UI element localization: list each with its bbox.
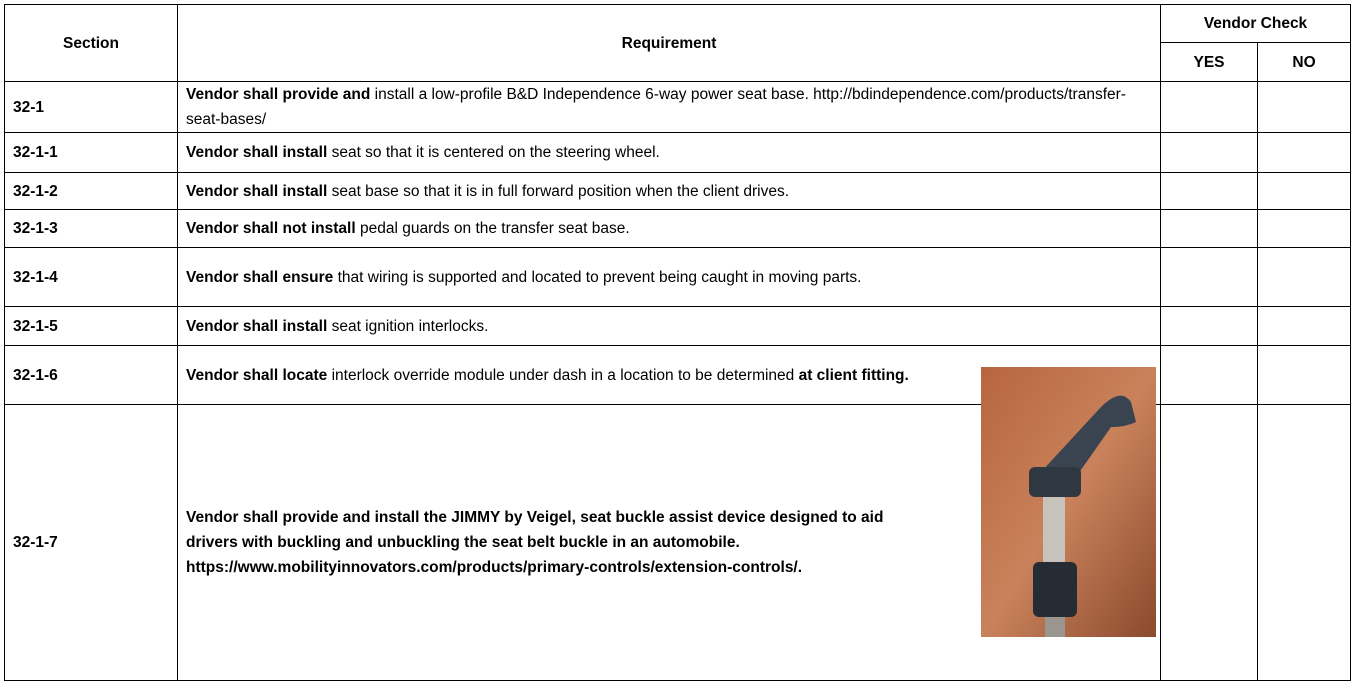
yes-cell: [1160, 172, 1258, 210]
no-cell: [1257, 132, 1351, 173]
requirement-line: Vendor shall locate interlock override m…: [186, 363, 1152, 388]
yes-cell: [1160, 132, 1258, 173]
requirement-cell: Vendor shall install seat so that it is …: [177, 132, 1161, 173]
no-cell: [1257, 81, 1351, 133]
requirement-line: Vendor shall ensure that wiring is suppo…: [186, 265, 1152, 290]
table-row: 32-1 Vendor shall provide and install a l…: [4, 81, 1351, 133]
no-cell: [1257, 247, 1351, 307]
device-photo: [981, 367, 1156, 637]
requirement-text: Vendor shall install seat base so that i…: [186, 179, 1152, 204]
requirement-cell: Vendor shall install seat ignition inter…: [177, 306, 1161, 346]
requirement-text: Vendor shall install seat ignition inter…: [186, 314, 1152, 339]
yes-cell: [1160, 404, 1258, 681]
requirement-line: Vendor shall not install pedal guards on…: [186, 216, 1152, 241]
header-no: NO: [1257, 42, 1351, 82]
text-run: that wiring is supported and located to …: [333, 268, 862, 286]
section-cell: 32-1-6: [4, 345, 178, 405]
header-section: Section: [4, 4, 178, 82]
no-cell: [1257, 404, 1351, 681]
requirement-cell: Vendor shall not install pedal guards on…: [177, 209, 1161, 248]
section-cell: 32-1-4: [4, 247, 178, 307]
text-run: Vendor shall locate: [186, 366, 328, 384]
section-cell: 32-1-7: [4, 404, 178, 681]
no-cell: [1257, 209, 1351, 248]
requirement-cell: Vendor shall provide and install a low-p…: [177, 81, 1161, 133]
text-run: seat ignition interlocks.: [327, 317, 489, 335]
yes-cell: [1160, 247, 1258, 307]
text-run: pedal guards on the transfer seat base.: [355, 220, 630, 237]
text-run: Vendor shall provide and: [186, 86, 371, 103]
text-run: Vendor shall install: [186, 317, 328, 335]
text-run: Vendor shall not install: [186, 220, 356, 237]
table-row: 32-1-4 Vendor shall ensure that wiring is…: [4, 247, 1351, 307]
text-run: Vendor shall install: [186, 182, 328, 200]
requirements-table: Section Requirement Vendor Check YES NO …: [4, 4, 1351, 681]
text-run: Vendor shall install: [186, 144, 328, 161]
text-run: interlock override module under dash in …: [327, 366, 799, 384]
section-cell: 32-1: [4, 81, 178, 133]
requirement-line: Vendor shall provide and install a low-p…: [186, 82, 1152, 132]
table-row: 32-1-7 Vendor shall provide and install t…: [4, 367, 1351, 681]
requirement-line: Vendor shall install seat base so that i…: [186, 179, 1152, 204]
requirement-text: Vendor shall provide and install a low-p…: [186, 82, 1152, 132]
text-run: Vendor shall ensure: [186, 268, 334, 286]
requirement-text: Vendor shall provide and install the JIM…: [186, 367, 1156, 637]
no-cell: [1257, 345, 1351, 405]
table-row: 32-1-2 Vendor shall install seat base so …: [4, 172, 1351, 210]
section-cell: 32-1-2: [4, 172, 178, 210]
section-cell: 32-1-5: [4, 306, 178, 346]
table-row: 32-1-3 Vendor shall not install pedal gua…: [4, 209, 1351, 248]
requirement-line: Vendor shall install seat ignition inter…: [186, 314, 1152, 339]
section-cell: 32-1-1: [4, 132, 178, 173]
requirement-cell: Vendor shall install seat base so that i…: [177, 172, 1161, 210]
no-cell: [1257, 306, 1351, 346]
table-body: 32-1 Vendor shall provide and install a l…: [4, 81, 1351, 681]
no-cell: [1257, 172, 1351, 210]
text-run: at client fitting.: [798, 366, 909, 384]
yes-cell: [1160, 345, 1258, 405]
header-requirement: Requirement: [177, 4, 1161, 82]
requirement-text: Vendor shall locate interlock override m…: [186, 363, 1152, 388]
text-run: seat so that it is centered on the steer…: [327, 144, 660, 161]
requirement-text: Vendor shall install seat so that it is …: [186, 140, 1152, 165]
requirement-line: Vendor shall provide and install the JIM…: [186, 505, 926, 580]
header-vendor-check: Vendor Check: [1160, 4, 1351, 43]
section-cell: 32-1-3: [4, 209, 178, 248]
yes-cell: [1160, 209, 1258, 248]
yes-cell: [1160, 306, 1258, 346]
requirement-cell: Vendor shall ensure that wiring is suppo…: [177, 247, 1161, 307]
requirement-cell: Vendor shall provide and install the JIM…: [177, 367, 1161, 681]
header-yes: YES: [1160, 42, 1258, 82]
requirement-text: Vendor shall not install pedal guards on…: [186, 216, 1152, 241]
photo: [981, 367, 1156, 637]
requirement-line: Vendor shall install seat so that it is …: [186, 140, 1152, 165]
yes-cell: [1160, 81, 1258, 133]
requirement-text: Vendor shall ensure that wiring is suppo…: [186, 265, 1152, 290]
text-run: Vendor shall provide and install the JIM…: [186, 509, 884, 576]
table-row: 32-1-5 Vendor shall install seat ignition…: [4, 306, 1351, 346]
table-row: 32-1-1 Vendor shall install seat so that …: [4, 132, 1351, 173]
text-run: install a low-profile B&D Independence 6…: [186, 86, 1126, 128]
text-run: seat base so that it is in full forward …: [327, 182, 790, 200]
